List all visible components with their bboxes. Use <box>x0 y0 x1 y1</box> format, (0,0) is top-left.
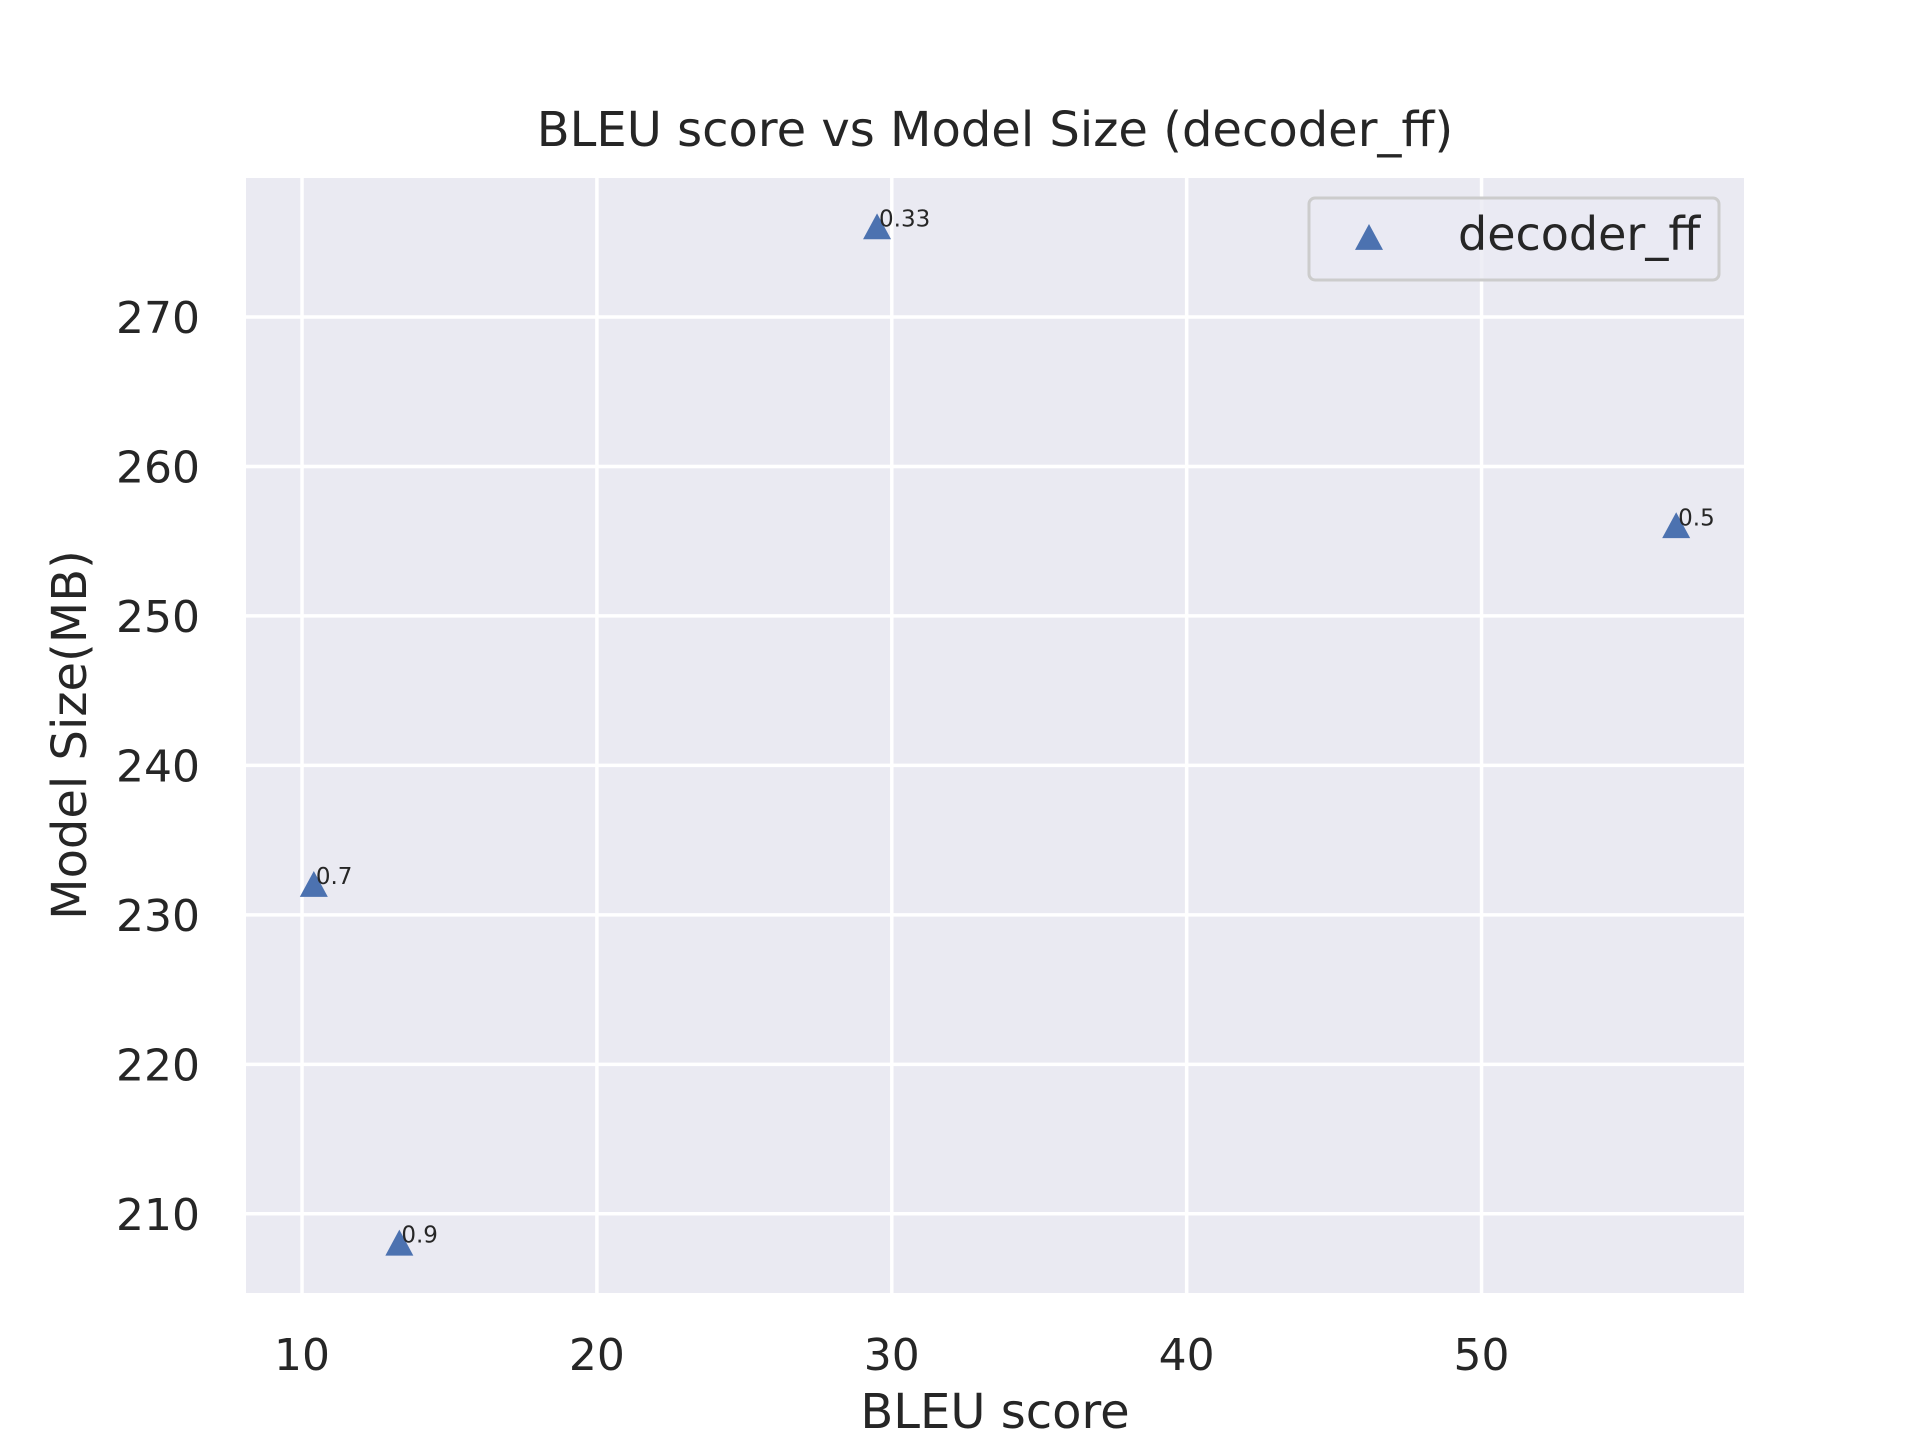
chart-title: BLEU score vs Model Size (decoder_ff) <box>537 102 1453 158</box>
x-tick-label: 10 <box>274 1330 330 1381</box>
y-tick-label: 270 <box>116 293 200 344</box>
x-tick-label: 20 <box>569 1330 625 1381</box>
y-tick-labels: 210 220 230 240 250 260 270 <box>116 293 200 1241</box>
y-axis-label: Model Size(MB) <box>42 550 98 920</box>
grid-lines <box>246 178 1744 1293</box>
x-tick-label: 40 <box>1159 1330 1215 1381</box>
y-tick-label: 260 <box>116 442 200 493</box>
data-points: 0.33 0.5 0.7 0.9 <box>299 206 1715 1256</box>
point-value-label: 0.33 <box>879 206 930 232</box>
y-tick-label: 220 <box>116 1040 200 1091</box>
legend: decoder_ff <box>1307 196 1721 282</box>
point-value-label: 0.7 <box>316 864 353 890</box>
x-tick-label: 30 <box>864 1330 920 1381</box>
data-point-triangle <box>1662 512 1691 539</box>
y-tick-label: 250 <box>116 592 200 643</box>
data-point-triangle <box>299 870 328 897</box>
legend-box <box>1307 196 1721 282</box>
legend-label-decoder-ff: decoder_ff <box>1458 207 1701 261</box>
x-tick-label: 50 <box>1454 1330 1510 1381</box>
y-tick-label: 240 <box>116 741 200 792</box>
y-tick-label: 210 <box>116 1190 200 1241</box>
x-axis-label: BLEU score <box>860 1384 1129 1440</box>
y-tick-label: 230 <box>116 891 200 942</box>
data-point-triangle <box>385 1229 414 1256</box>
point-value-label: 0.9 <box>401 1223 438 1249</box>
plot-area <box>246 178 1744 1293</box>
x-tick-labels: 10 20 30 40 50 <box>274 1330 1510 1381</box>
legend-marker-triangle-icon <box>1355 224 1383 250</box>
data-point-triangle <box>863 213 892 240</box>
point-value-label: 0.5 <box>1678 505 1715 531</box>
